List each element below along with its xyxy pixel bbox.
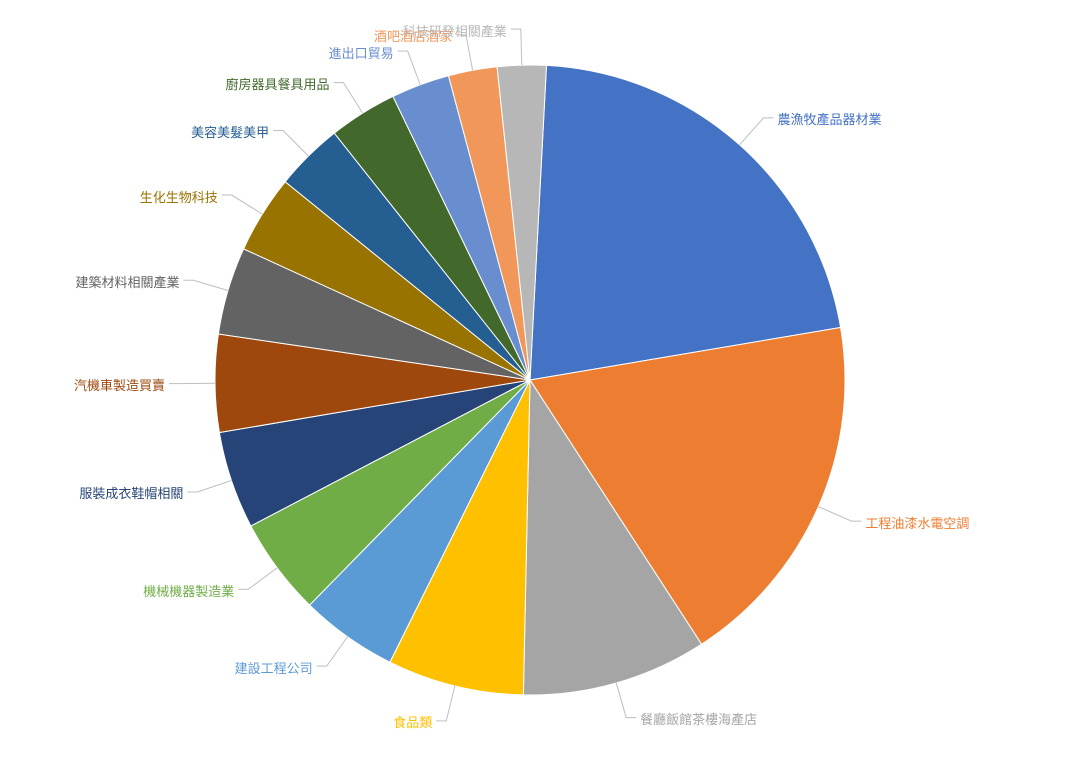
leader-line [511, 29, 522, 65]
leader-line [456, 35, 473, 70]
pie-chart-container: 農漁牧產品器材業工程油漆水電空調餐廳飯館茶樓海產店食品類建設工程公司機械機器製造… [0, 0, 1072, 763]
leader-line [616, 683, 636, 718]
leader-line [398, 51, 421, 85]
leader-line [333, 83, 362, 113]
leader-line [740, 118, 774, 145]
leader-line [818, 507, 861, 521]
leader-line [187, 480, 231, 491]
leader-line [222, 195, 263, 214]
leader-line [436, 686, 455, 721]
pie-slice [530, 65, 841, 380]
leader-line [238, 568, 277, 589]
pie-chart [0, 0, 1072, 763]
leader-line [273, 131, 308, 157]
leader-line [317, 637, 348, 666]
leader-line [183, 280, 228, 290]
